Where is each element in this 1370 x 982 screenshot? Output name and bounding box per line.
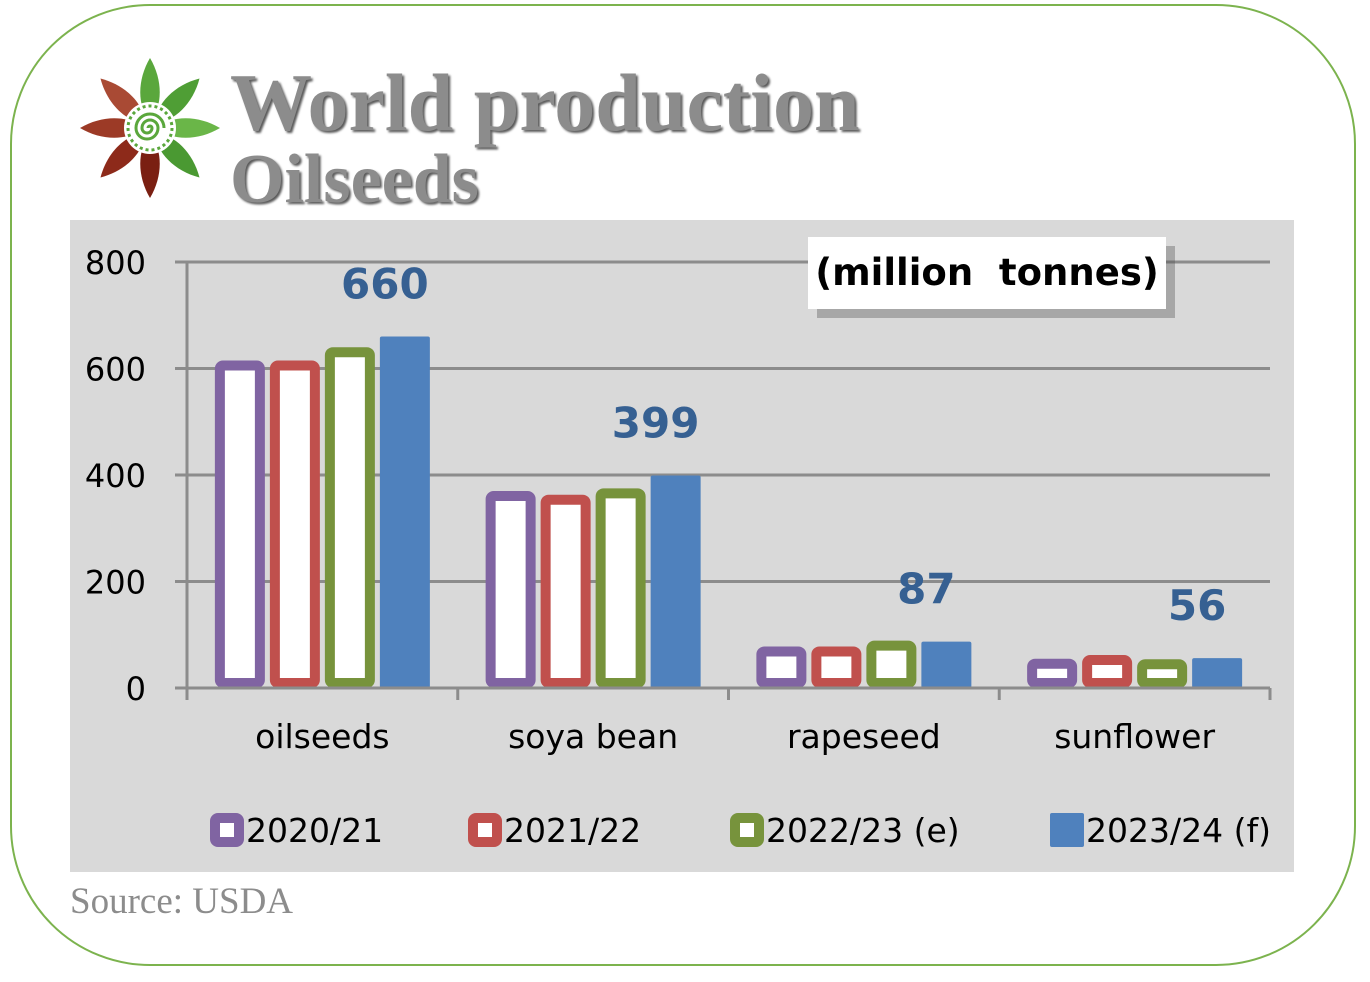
value-labels: 660 399 87 56 [341,260,1226,631]
value-label: 87 [897,565,955,614]
x-tick-label: oilseeds [255,717,389,756]
y-tick-label: 0 [126,670,146,708]
x-tick-label: soya bean [508,717,678,756]
unit-box-background [808,237,1166,309]
bar-chart: 0 200 400 600 800 oilseeds soya bean rapeseed s… [70,220,1294,872]
y-tick-label: 200 [85,564,146,602]
bars [214,336,1243,689]
unit-label: (million tonnes) [815,251,1159,294]
y-tick-labels: 0 200 400 600 800 [85,244,146,708]
bar [1192,658,1243,688]
y-tick-label: 800 [85,244,146,282]
y-tick-label: 600 [85,351,146,389]
legend-label: 2022/23 (e) [766,811,960,850]
value-label: 660 [341,260,429,309]
x-tick-label: sunflower [1054,717,1215,756]
bar [269,360,320,688]
bar [811,646,862,688]
legend-swatch [210,813,244,847]
bar [485,490,536,688]
legend-swatch [730,813,764,847]
flower-logo-icon [80,58,220,198]
bar [1082,654,1133,688]
source-note: Source: USDA [70,881,294,922]
bar [540,494,591,689]
legend-swatch [468,813,502,847]
bar [379,336,430,688]
unit-box: (million tonnes) [808,237,1175,318]
bar [921,641,972,688]
legend-label: 2021/22 [504,811,641,850]
legend: 2020/21 2021/22 2022/23 (e) 2023/24 (f) [210,811,1271,850]
bar [324,347,375,688]
y-tick-label: 400 [85,457,146,495]
axes [175,262,1272,700]
page-subtitle: Oilseeds [230,141,479,218]
legend-label: 2023/24 (f) [1086,811,1271,850]
value-label: 56 [1168,581,1226,630]
chart-area: 0 200 400 600 800 oilseeds soya bean rapeseed s… [70,220,1294,872]
bar [214,360,265,688]
bar [1137,659,1188,688]
bar [866,640,917,689]
legend-label: 2020/21 [246,811,383,850]
legend-swatch [1050,813,1084,847]
x-tick-labels: oilseeds soya bean rapeseed sunflower [255,717,1215,756]
bar [1027,658,1078,688]
value-label: 399 [612,399,700,448]
x-tick-label: rapeseed [787,717,941,756]
bar [595,488,646,688]
bar [650,475,701,688]
bar [756,646,807,688]
page-title: World production [230,57,860,148]
